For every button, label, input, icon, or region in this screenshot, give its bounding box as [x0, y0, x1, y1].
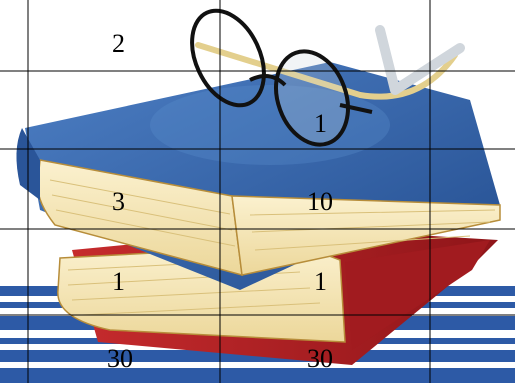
- eyeglasses: [190, 8, 465, 147]
- cell-number: 1: [112, 267, 125, 296]
- cell-number: 30: [307, 344, 333, 373]
- blue-book: [16, 62, 501, 290]
- cell-number: 2: [112, 29, 125, 58]
- cell-number: 30: [107, 344, 133, 373]
- cell-number: 10: [307, 187, 333, 216]
- cell-number: 1: [314, 109, 327, 138]
- cell-number: 3: [112, 187, 125, 216]
- cell-number: 1: [314, 267, 327, 296]
